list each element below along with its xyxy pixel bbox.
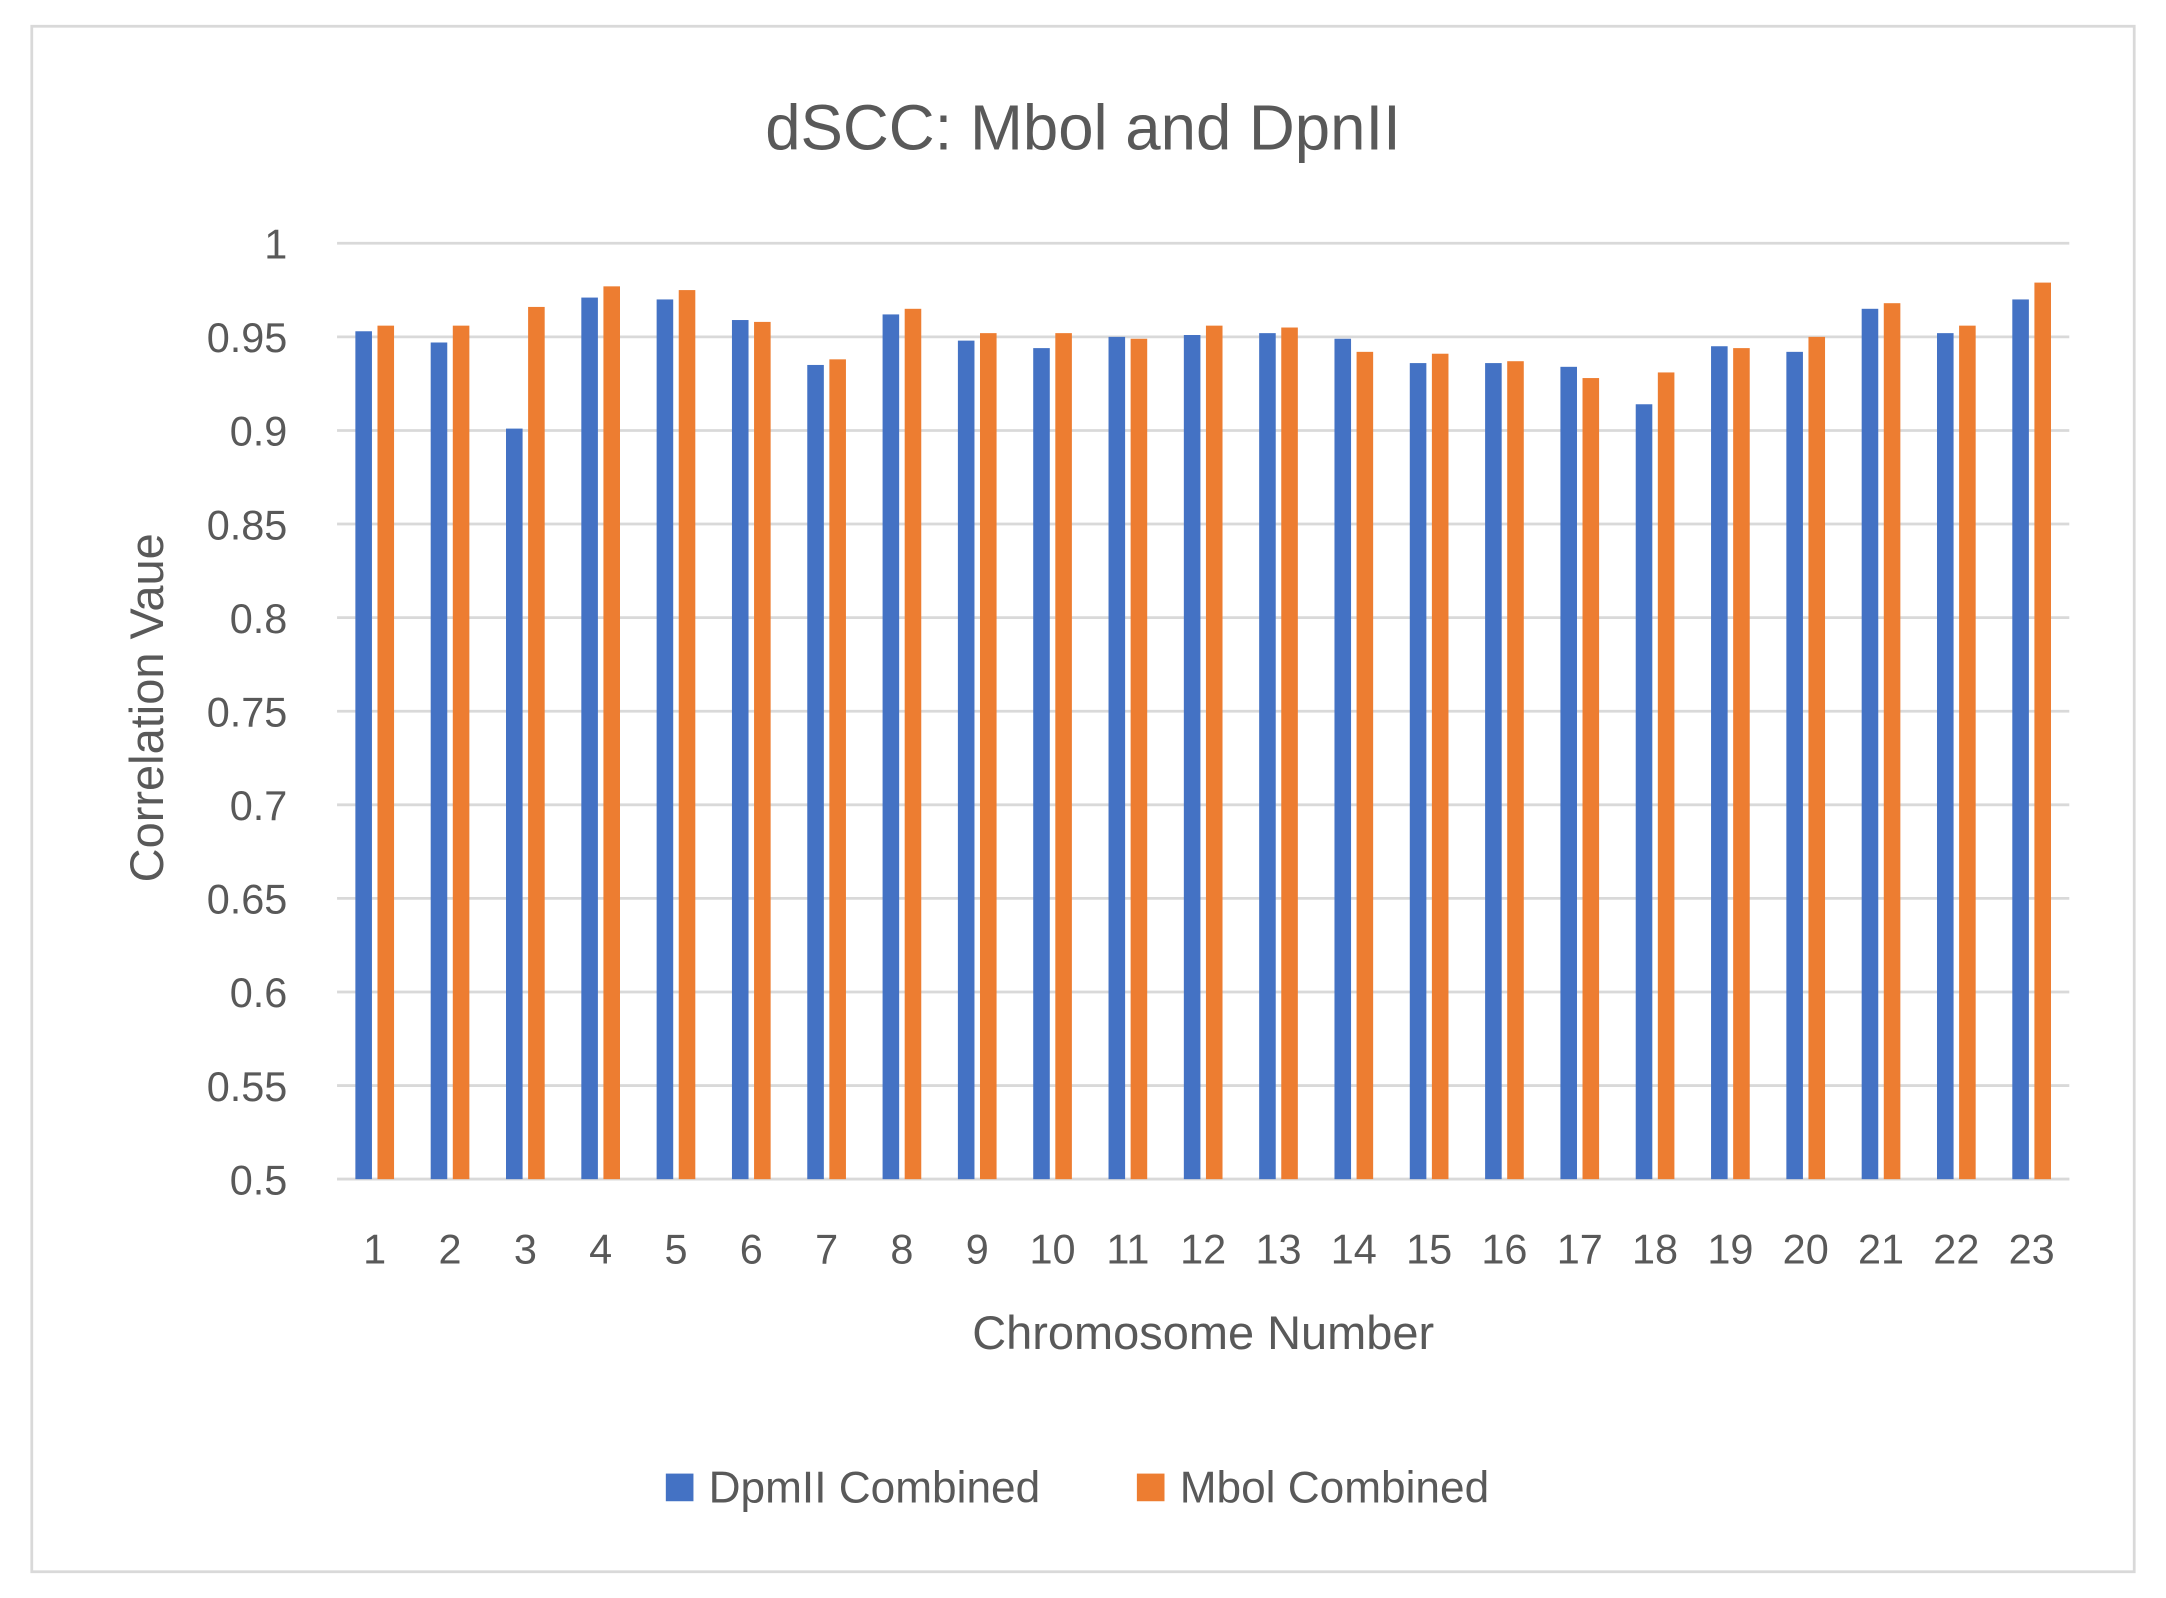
bar-dpmii-1 [355,331,372,1180]
bar-mbol-9 [979,333,997,1180]
bar-dpmii-11 [1108,336,1126,1180]
x-tick-label: 6 [740,1225,763,1272]
y-tick-label: 0.5 [230,1156,288,1203]
bar-mbol-10 [1055,333,1072,1180]
bar-mbol-13 [1281,327,1298,1180]
x-axis-label: Chromosome Number [972,1306,1434,1359]
bar-dpmii-3 [506,428,523,1180]
x-tick-label: 23 [2009,1225,2055,1272]
x-tick-label: 20 [1783,1225,1829,1272]
x-tick-label: 3 [514,1225,537,1272]
x-tick-label: 12 [1180,1225,1226,1272]
bar-dpmii-9 [957,340,975,1180]
y-tick-label: 1 [264,220,287,267]
x-tick-label: 21 [1858,1225,1904,1272]
bar-dpmii-4 [581,297,598,1180]
bar-dpmii-23 [2012,299,2029,1180]
bar-dpmii-12 [1183,335,1201,1180]
bar-mbol-12 [1205,325,1223,1180]
bar-mbol-6 [754,321,771,1180]
x-tick-label: 13 [1255,1225,1301,1272]
bar-mbol-18 [1657,372,1675,1180]
y-tick-label: 0.55 [207,1063,288,1110]
x-tick-label: 4 [589,1225,612,1272]
bar-dpmii-16 [1485,363,1502,1180]
y-tick-label: 0.75 [207,688,288,735]
y-tick-label: 0.9 [230,408,288,455]
y-axis-label: Correlation Vaue [120,533,173,882]
legend-swatch [1136,1473,1165,1502]
x-tick-label: 15 [1406,1225,1452,1272]
bar-mbol-17 [1582,378,1600,1180]
bar-dpmii-7 [807,364,824,1180]
bar-mbol-1 [377,325,395,1180]
x-tick-label: 7 [815,1225,838,1272]
x-tick-label: 8 [890,1225,913,1272]
bar-mbol-15 [1431,353,1449,1180]
bar-mbol-5 [678,290,696,1180]
y-tick-label: 0.95 [207,314,288,361]
bar-dpmii-8 [882,314,900,1180]
bar-dpmii-5 [656,299,674,1180]
x-tick-label: 11 [1106,1225,1149,1272]
y-tick-label: 0.7 [230,782,288,829]
bar-dpmii-19 [1711,346,1728,1180]
x-tick-label: 1 [363,1225,386,1272]
legend-swatch [665,1473,694,1502]
bar-dpmii-2 [430,342,448,1180]
y-tick-label: 0.8 [230,595,288,642]
bar-dpmii-10 [1033,348,1050,1180]
bar-mbol-23 [2034,282,2051,1180]
x-tick-label: 9 [966,1225,989,1272]
y-tick-label: 0.65 [207,876,288,923]
bar-mbol-19 [1733,348,1750,1180]
x-tick-label: 22 [1933,1225,1979,1272]
bar-mbol-7 [829,359,846,1180]
x-tick-label: 2 [439,1225,462,1272]
bar-dpmii-14 [1334,338,1352,1180]
x-tick-label: 18 [1632,1225,1678,1272]
bar-dpmii-21 [1861,308,1879,1180]
x-tick-label: 5 [664,1225,687,1272]
bar-dpmii-22 [1936,333,1954,1180]
bar-mbol-14 [1356,351,1374,1180]
bar-mbol-8 [904,308,922,1180]
legend-label: Mbol Combined [1180,1464,1489,1513]
bar-dpmii-20 [1786,351,1803,1180]
bar-mbol-16 [1507,361,1524,1180]
y-tick-label: 0.6 [230,969,288,1016]
bar-mbol-11 [1130,338,1148,1180]
legend: DpmII Combined Mbol Combined [665,1464,1489,1513]
x-tick-label: 19 [1707,1225,1753,1272]
bar-mbol-4 [603,286,620,1180]
bar-dpmii-15 [1409,363,1427,1180]
bar-mbol-21 [1883,303,1901,1180]
bar-mbol-2 [452,325,470,1180]
chart-title: dSCC: Mbol and DpnII [765,92,1401,163]
bar-dpmii-13 [1259,333,1276,1180]
legend-label: DpmII Combined [709,1464,1041,1513]
bar-dpmii-6 [731,320,749,1180]
x-tick-label: 17 [1557,1225,1603,1272]
y-tick-label: 0.85 [207,501,288,548]
bar-mbol-3 [528,306,545,1180]
x-tick-label: 10 [1030,1225,1076,1272]
bar-mbol-20 [1808,336,1826,1180]
bar-mbol-22 [1959,325,1976,1180]
x-tick-label: 14 [1331,1225,1377,1272]
bar-dpmii-18 [1635,404,1653,1180]
x-tick-label: 16 [1481,1225,1527,1272]
bar-dpmii-17 [1560,366,1577,1180]
